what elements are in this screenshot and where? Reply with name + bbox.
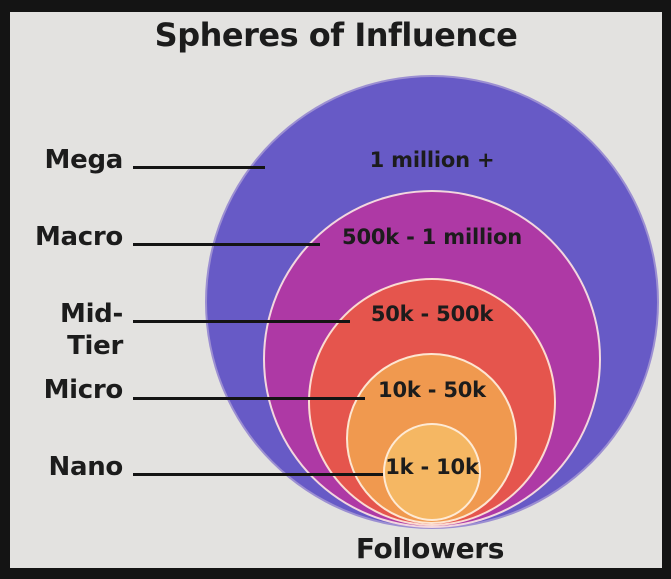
tier-leader-line-mid-tier [133,320,350,323]
tier-label-mega: Mega [44,145,124,175]
tier-range-nano: 1k - 10k [385,455,479,479]
diagram-canvas: Spheres of Influence Mega Macro Mid-Tier… [10,12,662,568]
tier-label-nano: Nano [48,452,124,482]
tier-leader-line-macro [133,243,320,246]
circle-nano [383,423,481,521]
tier-label-macro: Macro [34,222,123,252]
tier-range-mid-tier: 50k - 500k [370,302,494,326]
tier-label-mid-tier: Mid-Tier [60,299,123,361]
tier-leader-line-mega [133,166,265,169]
tier-label-micro: Micro [43,375,124,405]
tier-range-macro: 500k - 1 million [342,225,522,249]
tier-leader-line-micro [133,397,365,400]
tier-range-mega: 1 million + [369,148,495,172]
tier-leader-line-nano [133,473,383,476]
followers-axis-label: Followers [355,532,505,565]
tier-range-micro: 10k - 50k [378,378,486,402]
page-title: Spheres of Influence [154,16,518,54]
